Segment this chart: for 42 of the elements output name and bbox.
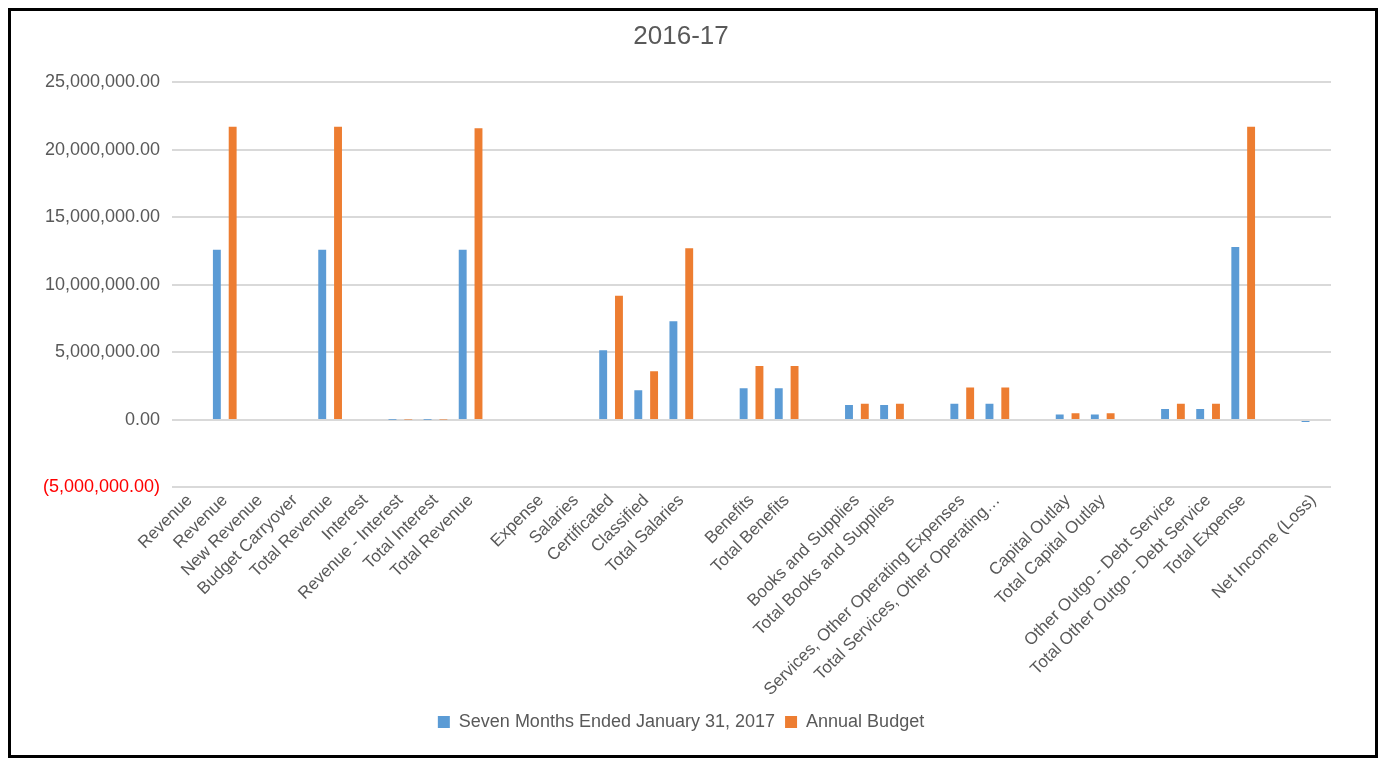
bar [1212,403,1220,419]
bar [458,249,467,419]
legend-label: Seven Months Ended January 31, 2017 [458,710,776,731]
chart-title: 2016-17 [633,19,729,50]
y-tick-label: 15,000,000.00 [44,206,161,227]
bar [1001,387,1010,419]
bar [1055,414,1064,419]
y-tick-label: 5,000,000.00 [54,341,161,362]
bar [228,126,237,419]
bar [599,350,608,419]
bar [650,371,659,419]
bar [1161,409,1170,419]
bar [615,295,623,419]
legend-label: Annual Budget [806,710,925,731]
y-tick-label: 10,000,000.00 [44,273,161,294]
bar [318,249,327,419]
bar [212,249,221,419]
bar [1106,413,1115,419]
bar [1176,403,1185,419]
bar [950,403,959,419]
bar [739,388,748,419]
bar [1071,413,1080,419]
bar [845,405,853,419]
y-tick-label: 25,000,000.00 [44,71,161,92]
bar [334,126,342,419]
y-tick-label: (5,000,000.00) [42,476,161,497]
bar [755,365,764,419]
bar [669,321,678,419]
bar [774,388,783,419]
y-tick-label: 20,000,000.00 [44,138,161,159]
bar [790,365,799,419]
bar [685,248,694,419]
y-tick-label: 0.00 [125,408,161,429]
bar [1090,414,1099,419]
bar [1196,409,1205,419]
bar [1231,247,1240,419]
bar [634,390,643,419]
bar [966,387,975,419]
bar [895,403,904,419]
bar [1247,126,1256,419]
bar [860,403,869,419]
bar [880,405,889,419]
